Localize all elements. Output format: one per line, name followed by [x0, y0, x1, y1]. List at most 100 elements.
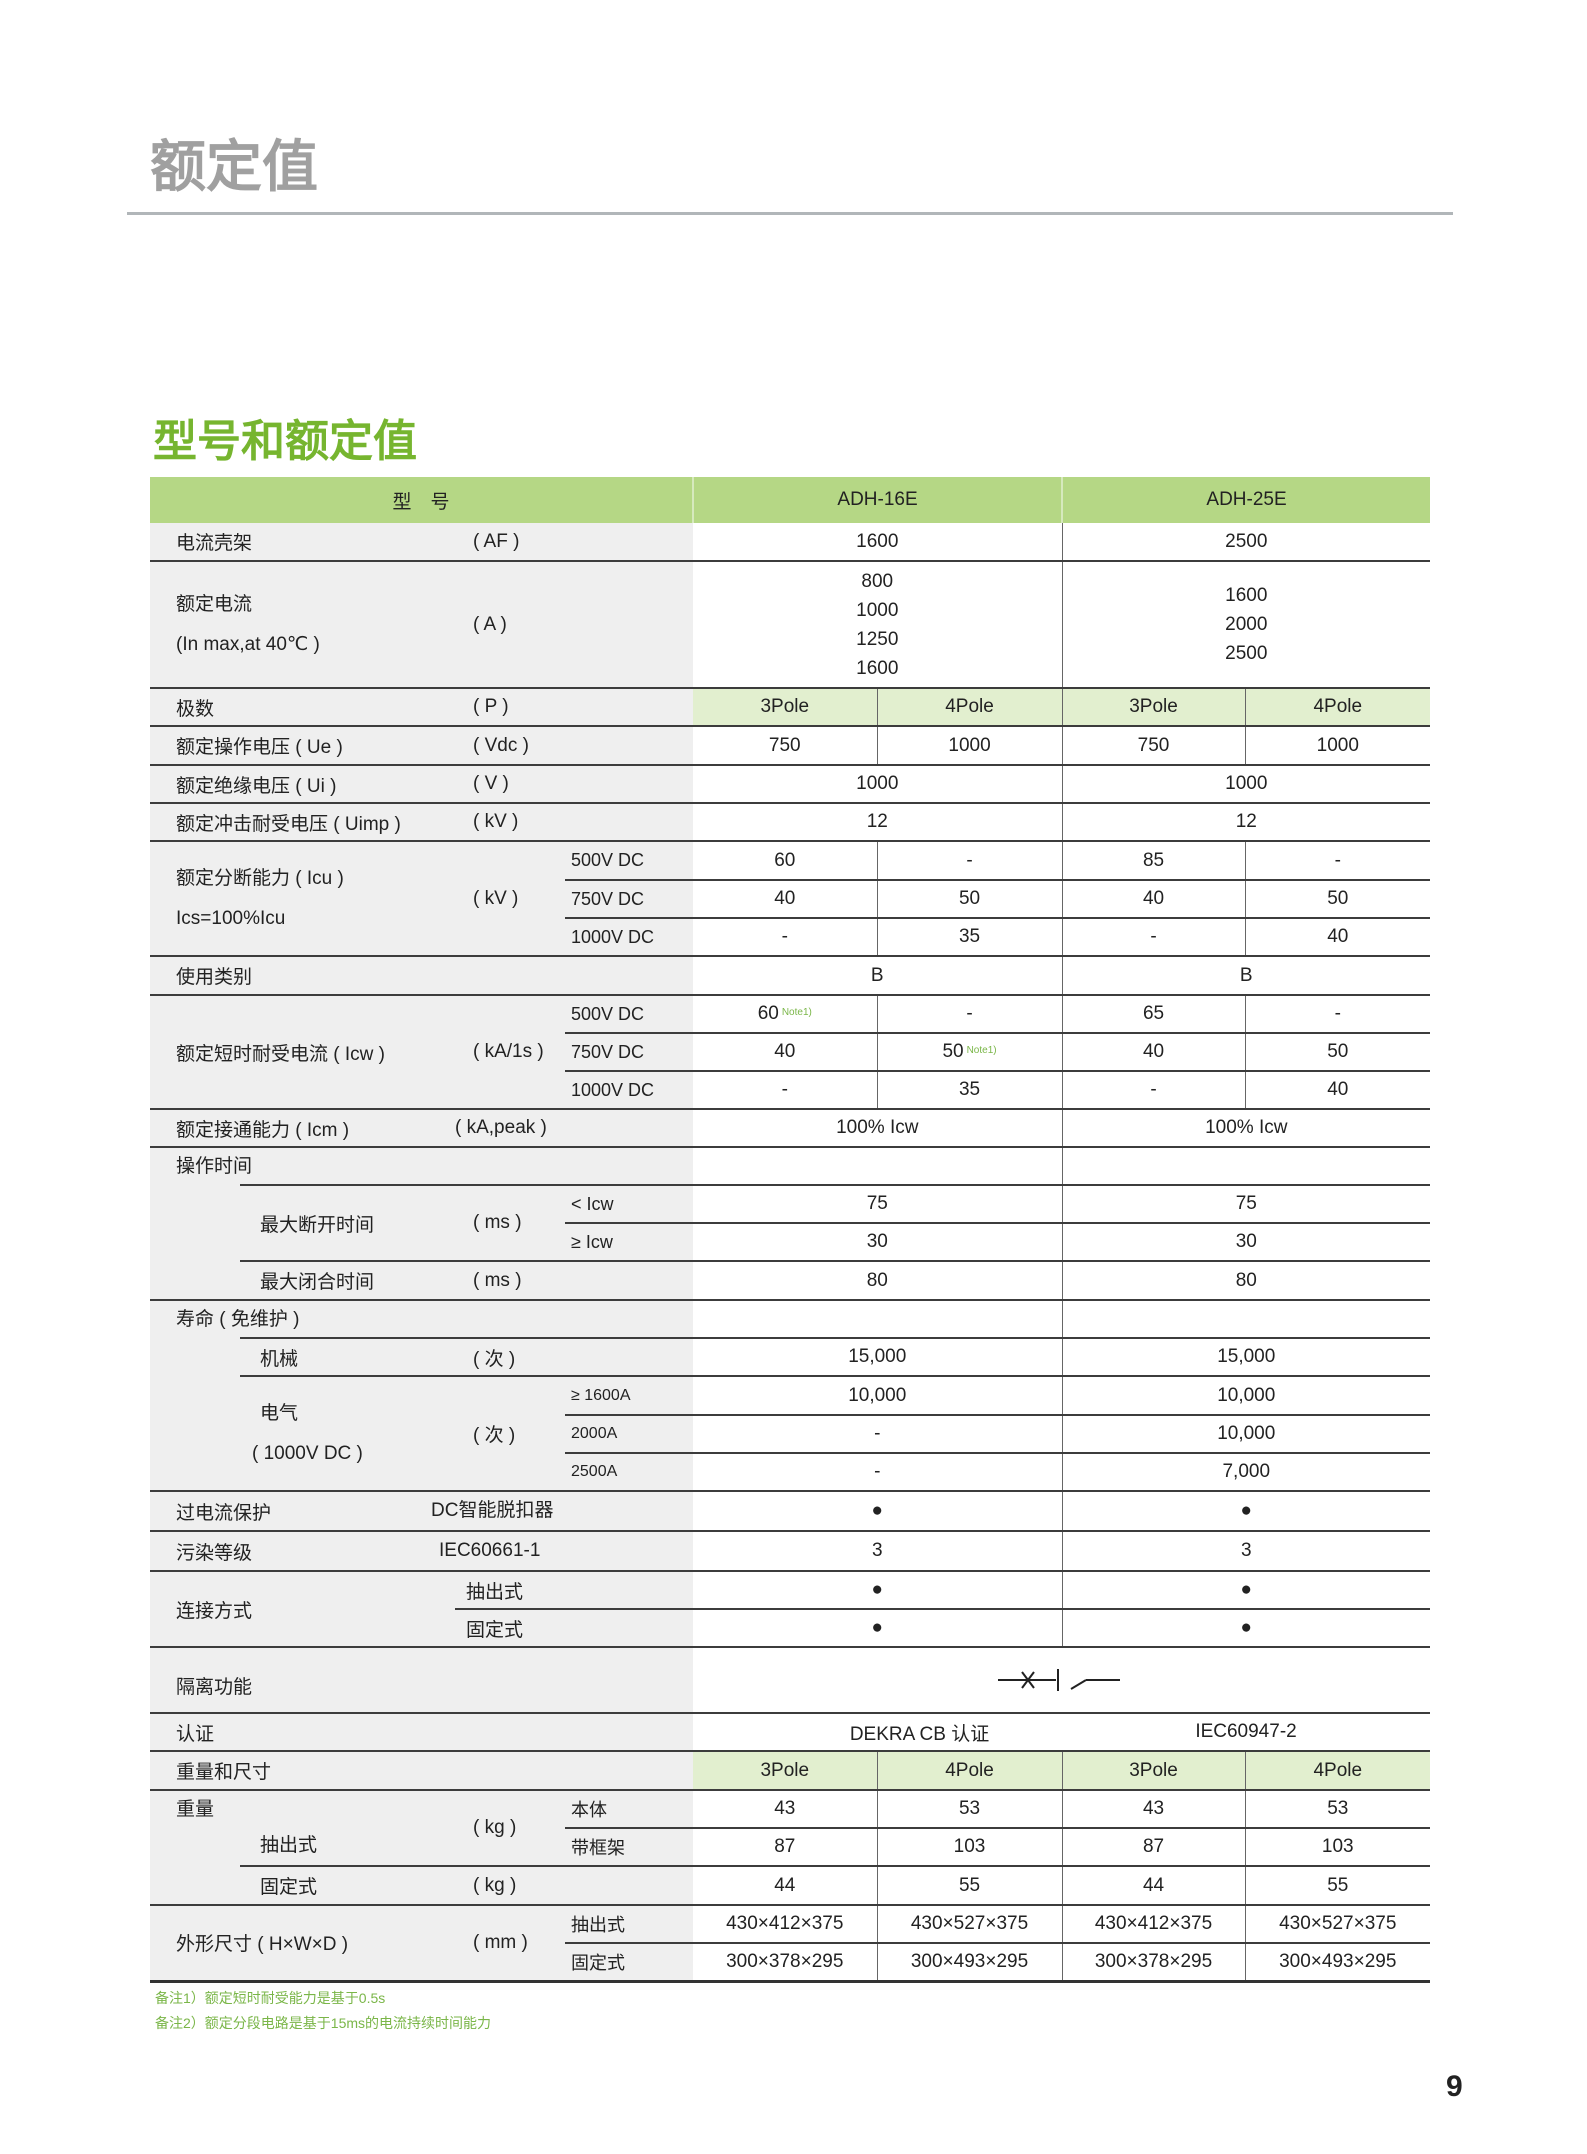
isolation-symbol-icon [997, 1669, 1120, 1691]
cell: 15,000 [1061, 1338, 1431, 1377]
cell: 10,000 [1061, 1376, 1431, 1416]
pole-cell: 3Pole [693, 688, 878, 727]
sub-label: ≥ Icw [565, 1223, 694, 1262]
cell: 40 [1244, 1071, 1431, 1110]
unit: ( 次 ) [455, 1338, 565, 1377]
table-row: 电流壳架 ( AF ) 1600 2500 [150, 523, 1431, 562]
table-row: 固定式 ( kg ) 44 55 44 55 [150, 1866, 1431, 1906]
footnote-1: 备注1）额定短时耐受能力是基于0.5s [155, 1990, 386, 2006]
cell: B [693, 956, 1063, 996]
sub-label: 抽出式 [455, 1571, 694, 1610]
cell: 800 1000 1250 1600 [693, 561, 1063, 689]
cell [693, 1300, 1063, 1339]
table-row: 外形尺寸 ( H×W×D ) ( mm ) 抽出式 430×412×375 43… [150, 1905, 1431, 1983]
table-row: 寿命 ( 免维护 ) [150, 1300, 1431, 1492]
cell: 40 [1061, 1033, 1246, 1072]
sub-label: 2000A [565, 1415, 694, 1454]
unit: ( ms ) [455, 1185, 565, 1262]
table-row: ≥ Icw 30 30 [150, 1223, 1431, 1262]
cell: 430×412×375 [693, 1905, 878, 1944]
row-label: 额定接通能力 ( Icm ) [150, 1109, 455, 1148]
cell: 35 [876, 1071, 1063, 1110]
cell: 3 [1061, 1531, 1431, 1572]
title-divider [127, 212, 1453, 215]
cell: 430×412×375 [1061, 1905, 1246, 1944]
cell: - [693, 1415, 1063, 1454]
cell: 87 [1061, 1828, 1246, 1867]
row-label: 机械 [240, 1338, 455, 1377]
bullet-icon: ● [693, 1571, 1063, 1610]
cell: - [1244, 995, 1431, 1034]
sub-label: 抽出式 [565, 1905, 694, 1944]
row-label: 使用类别 [150, 956, 694, 996]
cell: 43 [693, 1790, 878, 1829]
table-row: 使用类别 B B [150, 956, 1431, 996]
cell: 80 [693, 1261, 1063, 1301]
table-row: 重量和尺寸 3Pole 4Pole 3Pole 4Pole [150, 1751, 1431, 1791]
table-row: 750V DC 40 50 Note1) 40 50 [150, 1033, 1431, 1072]
cell: 100% Icw [693, 1109, 1063, 1148]
row-label: 额定电流 (In max,at 40℃ ) [150, 561, 455, 689]
model-header: 型 号 [150, 477, 694, 523]
table-row: 额定接通能力 ( Icm ) ( kA,peak ) 100% Icw 100%… [150, 1109, 1431, 1148]
table-row: 2500A - 7,000 [150, 1453, 1431, 1492]
cell: 300×378×295 [1061, 1943, 1246, 1983]
cell [1061, 1147, 1431, 1186]
row-label: 污染等级 [150, 1531, 455, 1572]
cell: 300×378×295 [693, 1943, 878, 1983]
cell: 43 [1061, 1790, 1246, 1829]
row-label: 抽出式 [240, 1790, 455, 1867]
note-marker: Note1) [781, 1007, 812, 1018]
cell: 12 [693, 803, 1063, 842]
cell: 30 [1061, 1223, 1431, 1262]
cell: 10,000 [1061, 1415, 1431, 1454]
table-row: 认证 DEKRA CB 认证 IEC60947-2 [150, 1713, 1431, 1752]
row-label: 极数 [150, 688, 455, 727]
cell: 44 [693, 1866, 878, 1906]
cell: - [1061, 918, 1246, 957]
note-marker: Note1) [966, 1045, 997, 1056]
sub-label: 固定式 [455, 1609, 694, 1648]
cell: 430×527×375 [1244, 1905, 1431, 1944]
cell: 60 [693, 841, 878, 881]
cell: 30 [693, 1223, 1063, 1262]
cell: 1600 2000 2500 [1061, 561, 1431, 689]
section-title: 额定值 [150, 135, 318, 200]
pole-cell: 4Pole [1244, 1751, 1431, 1791]
cell: 1000 [1244, 726, 1431, 766]
cell: 1000 [1061, 765, 1431, 804]
cell: 55 [1244, 1866, 1431, 1906]
cell: 1000 [693, 765, 1063, 804]
row-label: 额定操作电压 ( Ue ) [150, 726, 455, 766]
table-row: 额定短时耐受电流 ( Icw ) ( kA/1s ) 500V DC 60 Not… [150, 995, 1431, 1110]
row-label: 隔离功能 [150, 1647, 694, 1714]
bullet-icon: ● [1061, 1609, 1431, 1648]
unit: ( mm ) [455, 1905, 565, 1983]
cell: 40 [693, 1033, 878, 1072]
cell: 103 [1244, 1828, 1431, 1867]
unit: ( 次 ) [455, 1376, 565, 1492]
cell: - [693, 1071, 878, 1110]
table-row: 额定电流 (In max,at 40℃ ) ( A ) 800 1000 125… [150, 561, 1431, 689]
cell: 10,000 [693, 1376, 1063, 1416]
row-label: 电流壳架 [150, 523, 455, 562]
cell: - [1244, 841, 1431, 881]
cell: 60 Note1) [693, 995, 878, 1034]
sub-label: 本体 [565, 1790, 694, 1829]
cell: 50 [1244, 880, 1431, 919]
unit: ( AF ) [455, 523, 565, 562]
cell: 80 [1061, 1261, 1431, 1301]
cell: 103 [876, 1828, 1063, 1867]
cell [693, 1647, 1431, 1714]
pole-cell: 4Pole [1244, 688, 1431, 727]
cell: 53 [876, 1790, 1063, 1829]
cell: 50 [876, 880, 1063, 919]
cell: 35 [876, 918, 1063, 957]
table-row: 极数 ( P ) 3Pole 4Pole 3Pole 4Pole [150, 688, 1431, 727]
row-label: 操作时间 [150, 1147, 252, 1301]
row-label: 外形尺寸 ( H×W×D ) [150, 1905, 455, 1983]
table-row: 隔离功能 [150, 1647, 1431, 1714]
row-label: 认证 [150, 1713, 694, 1752]
model-adh-25e: ADH-25E [1061, 477, 1431, 523]
cell: 1600 [693, 523, 1063, 562]
